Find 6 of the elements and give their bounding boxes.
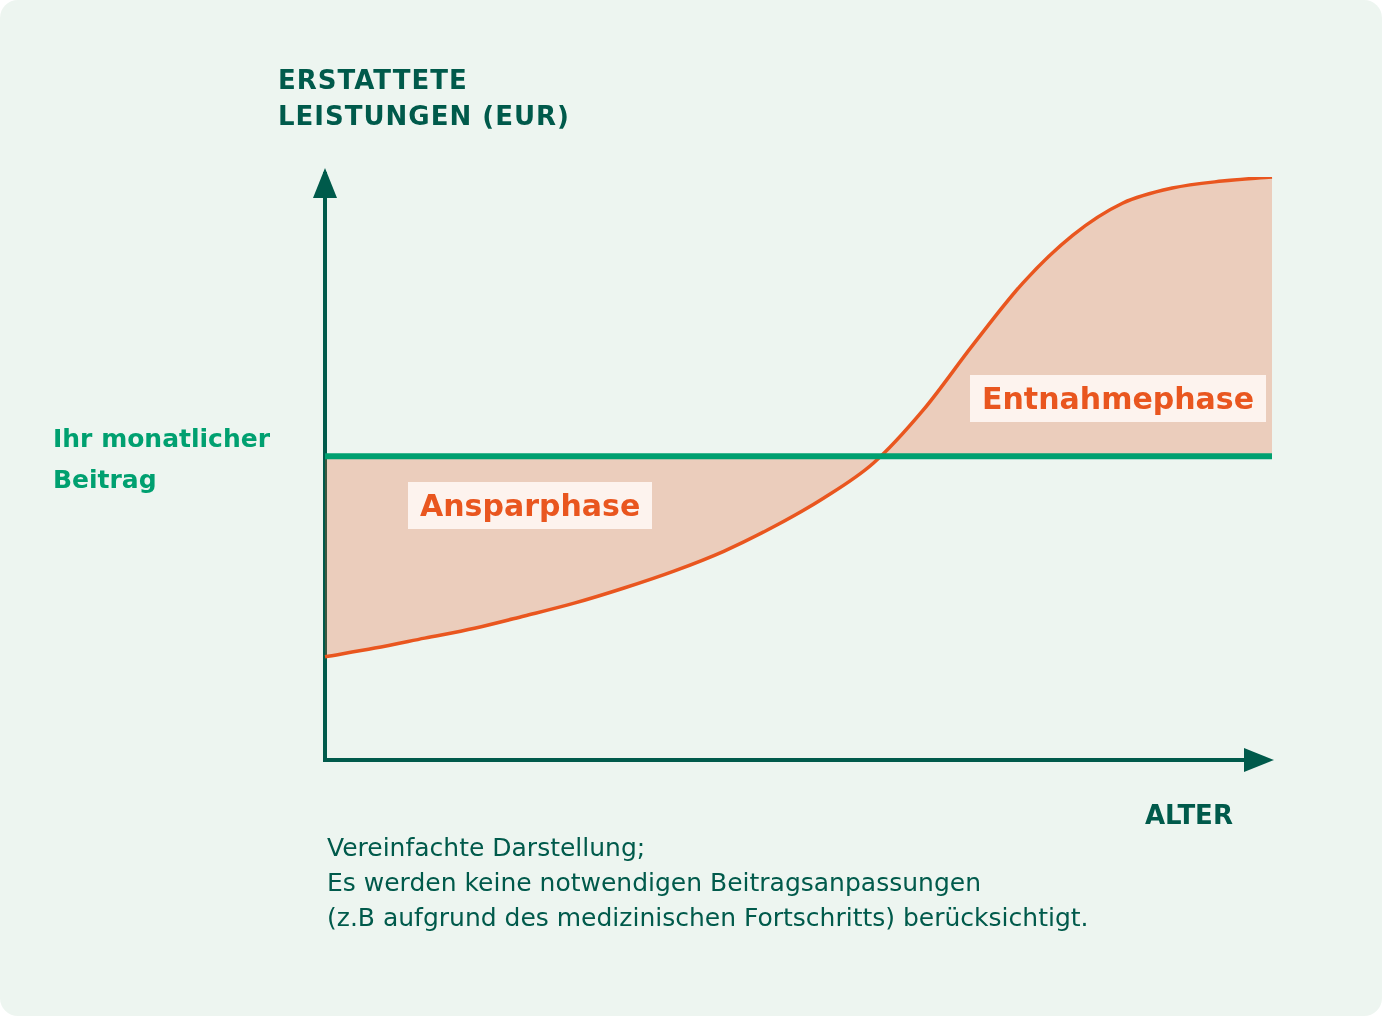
text: Ihr monatlicher Beitrag (53, 423, 272, 497)
y-axis-title: ERSTATTETE LEISTUNGEN (EUR) (278, 64, 570, 133)
text: Vereinfachte Darstellung; Es werden keine notwendigen Beitragsanpassungen (z.B aufgrund des medizinischen Fortschritts) berücksichtigt. (327, 832, 1089, 934)
x-axis-title: ALTER (1145, 800, 1233, 830)
annotation: Entnahmephase (970, 375, 1267, 422)
annotation: Ansparphase (408, 482, 653, 529)
